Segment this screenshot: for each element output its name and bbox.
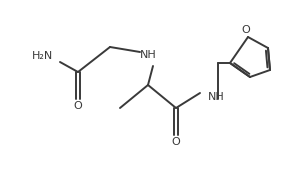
Text: O: O: [74, 101, 82, 111]
Text: NH: NH: [208, 92, 225, 102]
Text: NH: NH: [140, 50, 157, 60]
Text: O: O: [172, 137, 180, 147]
Text: H₂N: H₂N: [31, 51, 53, 61]
Text: O: O: [242, 25, 250, 35]
